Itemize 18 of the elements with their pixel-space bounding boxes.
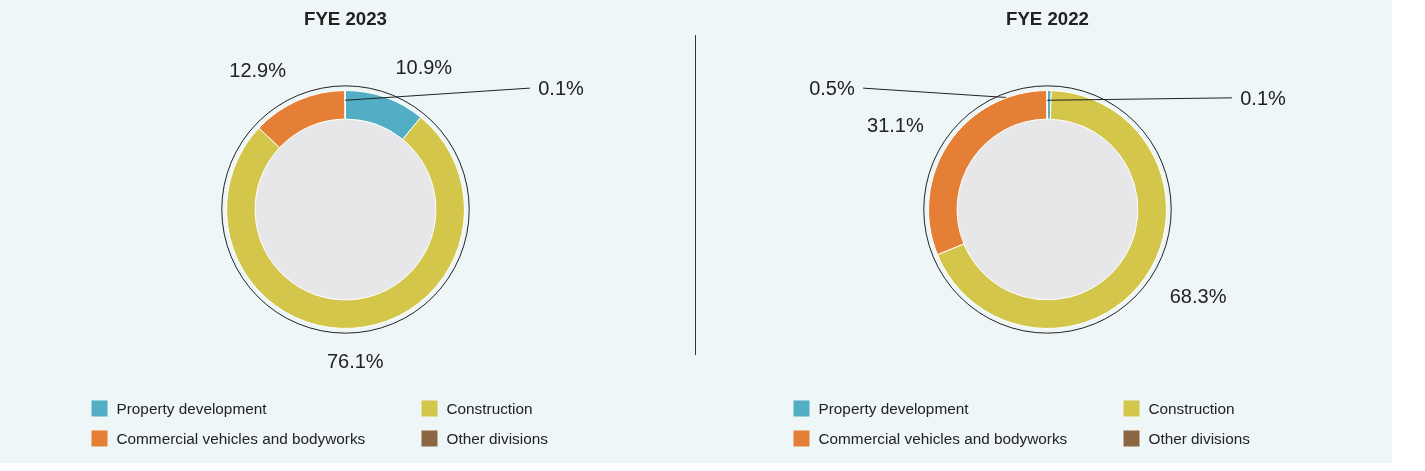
legend-label: Commercial vehicles and bodyworks [818,430,1068,447]
data-label: 31.1% [867,114,924,137]
legend-label: Other divisions [446,430,549,447]
chart-title: FYE 2023 [304,7,387,29]
data-label: 0.1% [1240,86,1287,109]
legend-label: Property development [818,400,970,417]
legend-label: Construction [446,400,533,417]
chart-title: FYE 2022 [1006,7,1089,29]
data-label: 10.9% [395,55,453,78]
data-label: 76.1% [326,349,384,372]
data-label: 68.3% [1169,284,1227,307]
legend-label: Construction [1148,400,1235,417]
legend-label: Property development [116,400,268,417]
data-label: 0.1% [538,77,585,100]
legend-label: Commercial vehicles and bodyworks [116,430,366,447]
data-label: 0.5% [809,77,855,100]
data-label: 12.9% [229,59,287,82]
legend-label: Other divisions [1148,430,1251,447]
